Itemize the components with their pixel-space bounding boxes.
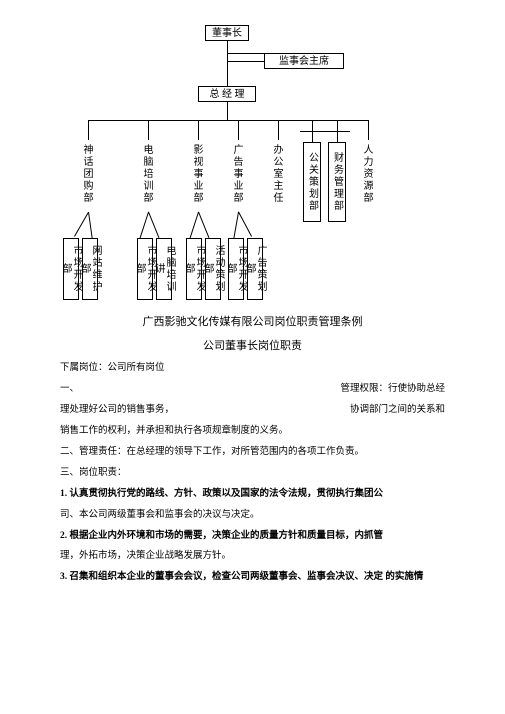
connector — [278, 120, 279, 140]
doc-line1-right: 管理权限：行使协助总经 — [340, 379, 445, 400]
doc-line2-left: 理处理好公司的销售事务， — [60, 400, 174, 421]
doc-line-subpos: 下属岗位：公司所有岗位 — [60, 358, 445, 379]
connector — [88, 212, 93, 240]
leaf-ad-plan: 广告策划部 — [247, 238, 263, 300]
connector — [300, 131, 350, 132]
doc-subtitle: 广西影驰文化传媒有限公司岗位职责管理条例 — [60, 310, 445, 334]
doc-section-title: 公司董事长岗位职责 — [60, 334, 445, 358]
connector — [227, 102, 228, 120]
leaf-event-plan: 活动策划部 — [205, 238, 221, 300]
connector — [227, 53, 264, 54]
connector — [148, 212, 159, 238]
connector — [148, 120, 149, 140]
connector — [198, 212, 209, 238]
connector — [227, 41, 228, 53]
doc-line1-left: 一、 — [60, 379, 79, 400]
connector — [233, 212, 239, 240]
node-dept-finance: 财务管理部 — [328, 142, 346, 222]
doc-item2b: 理，外拓市场，决策企业战略发展方针。 — [60, 546, 445, 567]
connector — [198, 120, 199, 140]
node-dept-hr: 人力资源部 — [360, 140, 376, 210]
doc-line3: 销售工作的权利，并承担和执行各项规章制度的义务。 — [60, 421, 445, 442]
leaf-website-maint: 网站维护部 — [82, 238, 98, 300]
connector — [189, 212, 199, 239]
connector — [74, 212, 89, 237]
connector — [227, 61, 228, 86]
connector — [88, 120, 89, 140]
connector — [238, 120, 239, 140]
leaf-computer-lecture: 电脑培训讲 — [156, 238, 172, 300]
doc-item1b: 司、本公司两级董事会和监事会的决议与决定。 — [60, 505, 445, 526]
connector — [238, 212, 252, 237]
leaf-market-dev-2: 市场开发部 — [137, 238, 153, 300]
connector — [227, 53, 228, 61]
node-dept-computer: 电脑培训部 — [140, 140, 156, 210]
connector — [139, 212, 149, 239]
node-dept-film: 影视事业部 — [190, 140, 206, 210]
node-dept-office: 办公室主任 — [270, 140, 286, 210]
leaf-market-dev-3: 市场开发部 — [186, 238, 202, 300]
org-chart: 董事长 监事会主席 总 经 理 神话团购部 电脑培训部 影视事业部 广告事业部 … — [0, 0, 505, 310]
doc-line5: 三、岗位职责： — [60, 463, 445, 484]
connector — [368, 120, 369, 140]
leaf-market-dev-4: 市场开发部 — [228, 238, 244, 300]
node-dept-shenhua: 神话团购部 — [80, 140, 96, 210]
doc-line4: 二、管理责任：在总经理的领导下工作，对所管范围内的各项工作负责。 — [60, 442, 445, 463]
doc-line2-right: 协调部门之间的关系和 — [350, 400, 445, 421]
doc-item1a: 1. 认真贯彻执行党的路线、方针、政策以及国家的法令法规，贯彻执行集团公 — [60, 484, 445, 505]
node-dept-ad: 广告事业部 — [230, 140, 246, 210]
connector — [88, 120, 368, 121]
leaf-market-dev-1: 市场开发部 — [63, 238, 79, 300]
node-dept-pr: 公关策划部 — [303, 142, 321, 222]
node-supervisor: 监事会主席 — [264, 53, 344, 69]
node-chairman: 董事长 — [205, 25, 249, 41]
doc-item2a: 2. 根据企业内外环境和市场的需要，决策企业的质量方针和质量目标，内抓管 — [60, 526, 445, 547]
document-body: 广西影驰文化传媒有限公司岗位职责管理条例 公司董事长岗位职责 下属岗位：公司所有… — [0, 310, 505, 588]
doc-item3: 3. 召集和组织本企业的董事会会议，检查公司两级董事会、监事会决议、决定 的实施… — [60, 567, 445, 588]
node-gm: 总 经 理 — [198, 86, 256, 102]
